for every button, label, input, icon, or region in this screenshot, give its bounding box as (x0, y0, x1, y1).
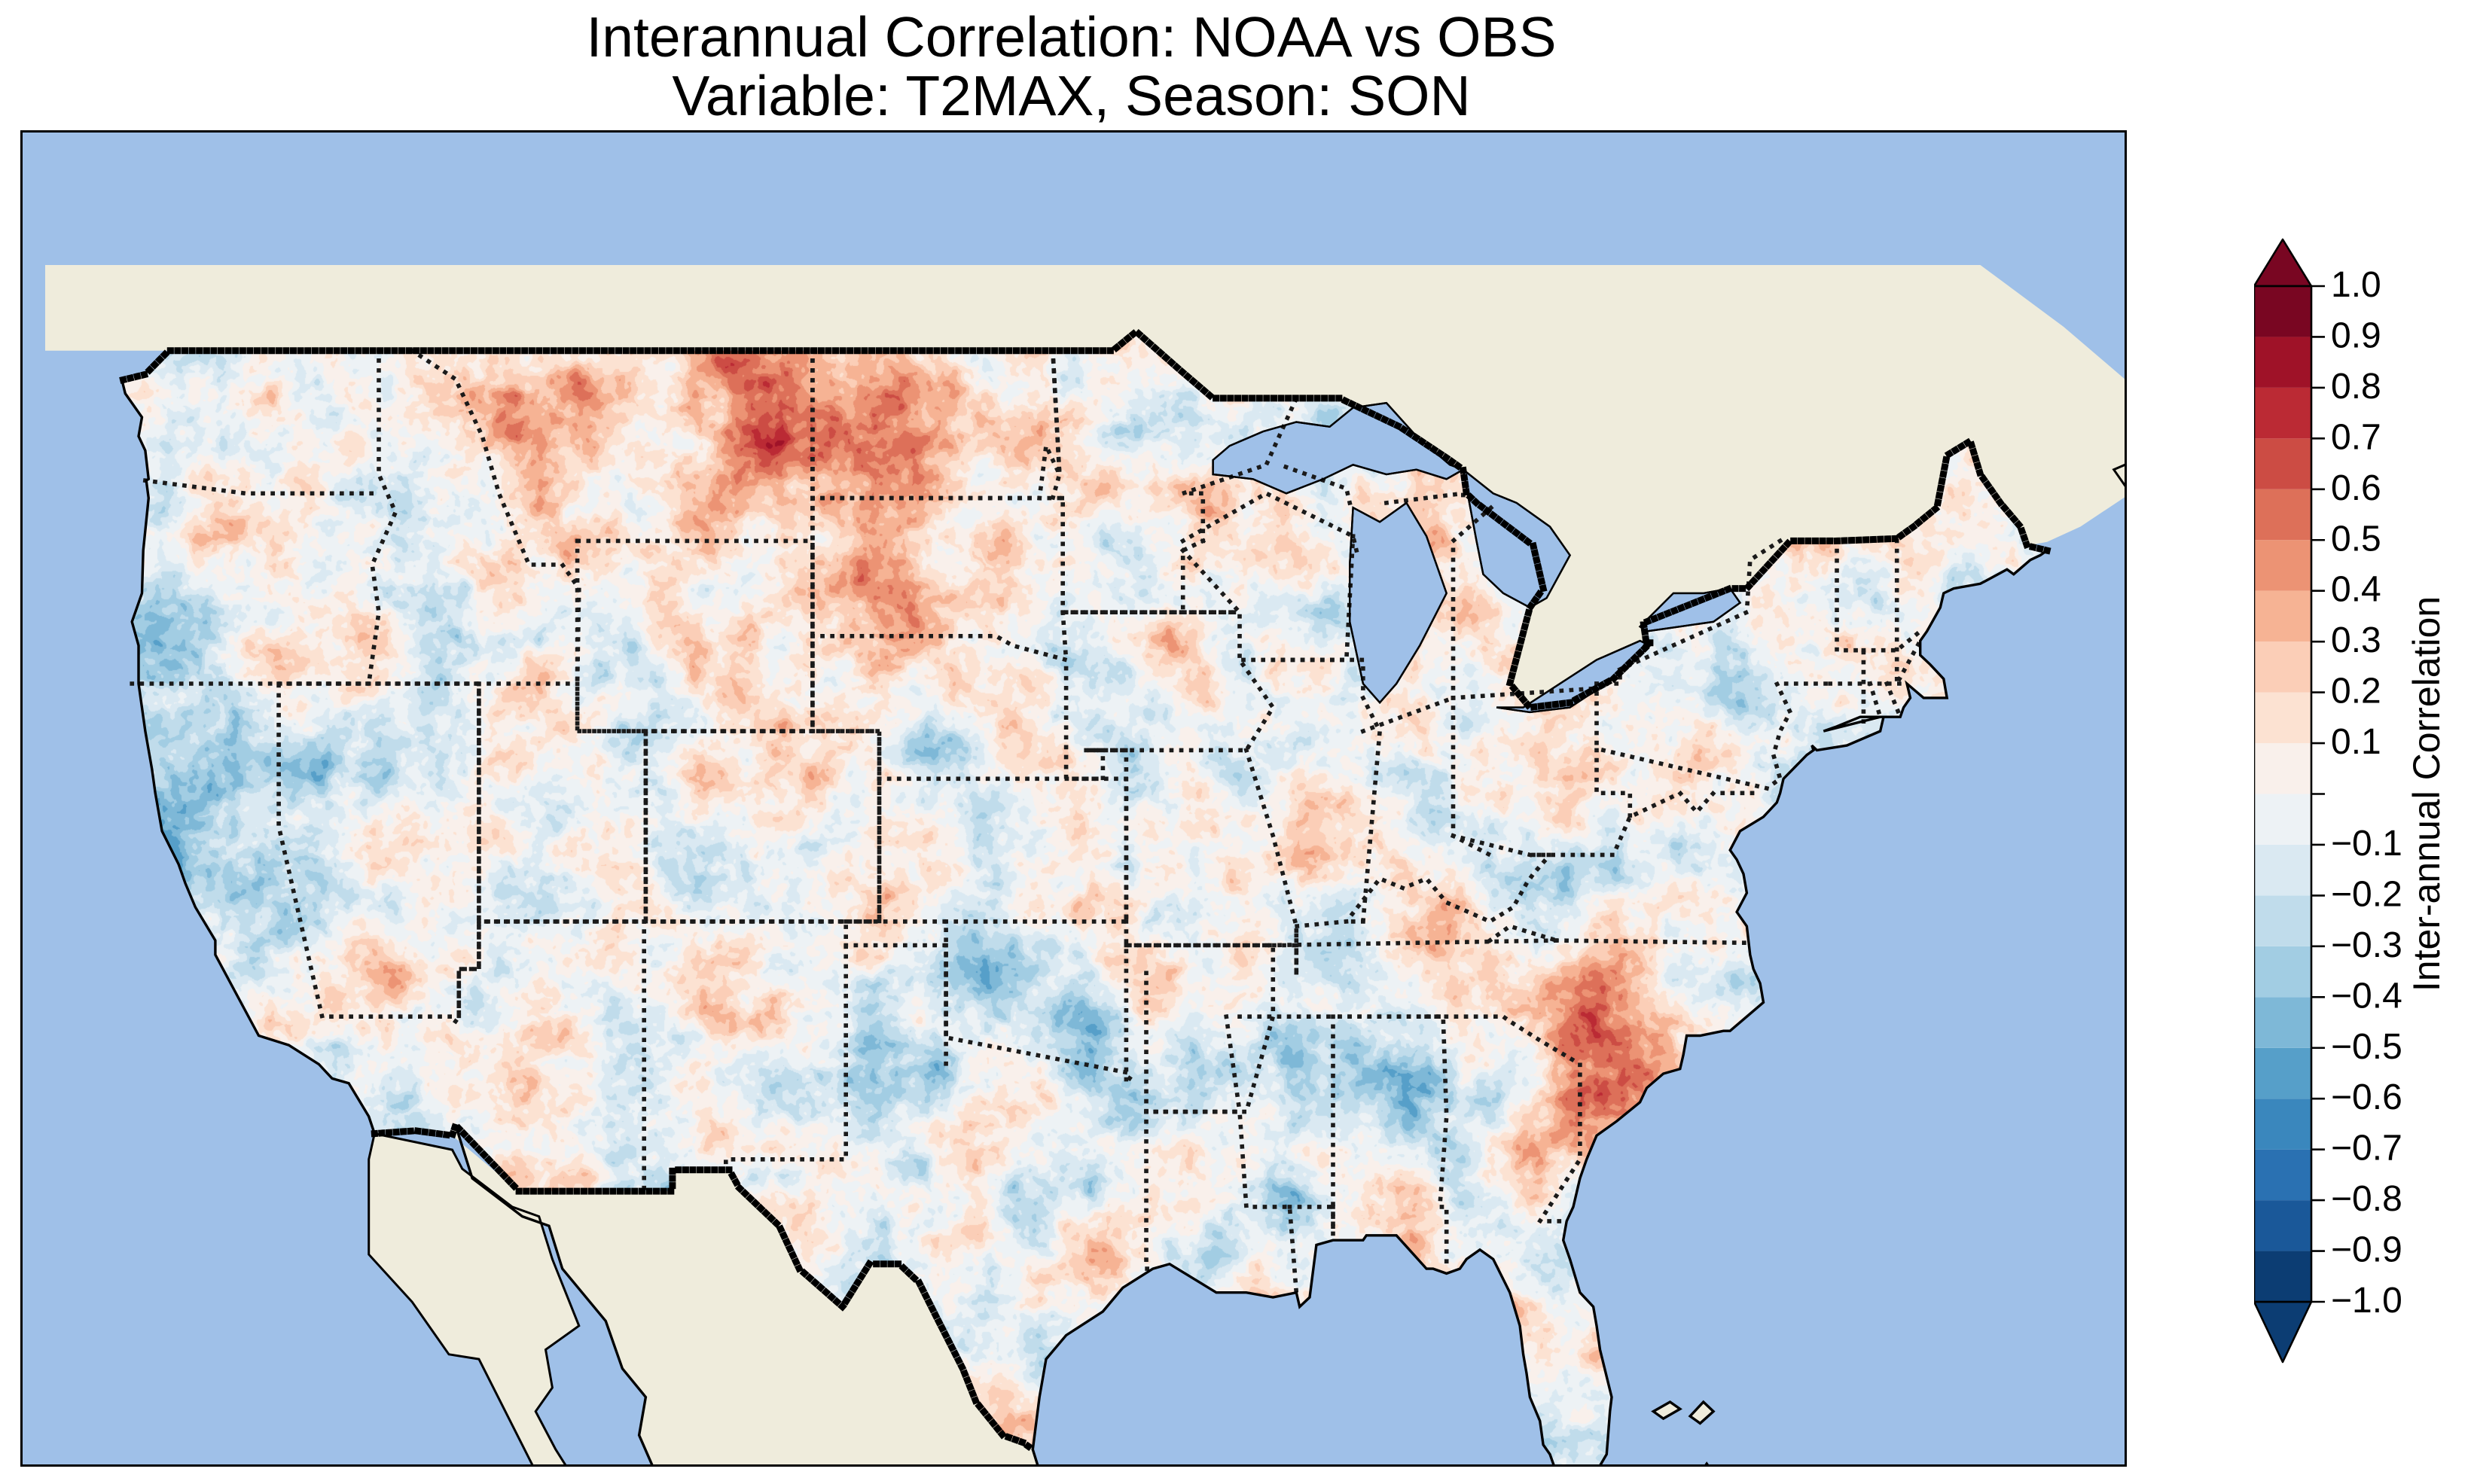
svg-text:−0.4: −0.4 (2331, 976, 2402, 1016)
svg-text:−0.5: −0.5 (2331, 1027, 2402, 1067)
svg-text:−0.2: −0.2 (2331, 874, 2402, 914)
svg-text:0.1: 0.1 (2331, 722, 2381, 762)
svg-text:−1.0: −1.0 (2331, 1281, 2402, 1321)
svg-text:−0.7: −0.7 (2331, 1129, 2402, 1169)
svg-text:0.4: 0.4 (2331, 570, 2381, 610)
svg-text:−0.9: −0.9 (2331, 1230, 2402, 1270)
svg-text:0.5: 0.5 (2331, 519, 2381, 559)
svg-text:−0.1: −0.1 (2331, 824, 2402, 864)
svg-text:1.0: 1.0 (2331, 265, 2381, 305)
svg-text:0.9: 0.9 (2331, 315, 2381, 355)
svg-text:−0.8: −0.8 (2331, 1179, 2402, 1219)
svg-text:−0.6: −0.6 (2331, 1077, 2402, 1117)
svg-text:0.8: 0.8 (2331, 367, 2381, 407)
svg-text:0.2: 0.2 (2331, 672, 2381, 712)
svg-text:0.7: 0.7 (2331, 417, 2381, 457)
svg-text:−0.3: −0.3 (2331, 925, 2402, 965)
svg-text:0.3: 0.3 (2331, 620, 2381, 660)
svg-text:Inter-annual Correlation: Inter-annual Correlation (2405, 596, 2448, 992)
svg-text:0.6: 0.6 (2331, 468, 2381, 508)
